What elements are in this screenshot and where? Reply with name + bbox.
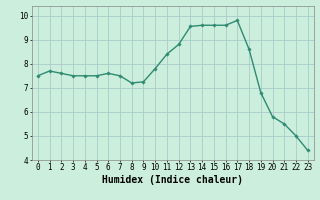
X-axis label: Humidex (Indice chaleur): Humidex (Indice chaleur)	[102, 175, 243, 185]
